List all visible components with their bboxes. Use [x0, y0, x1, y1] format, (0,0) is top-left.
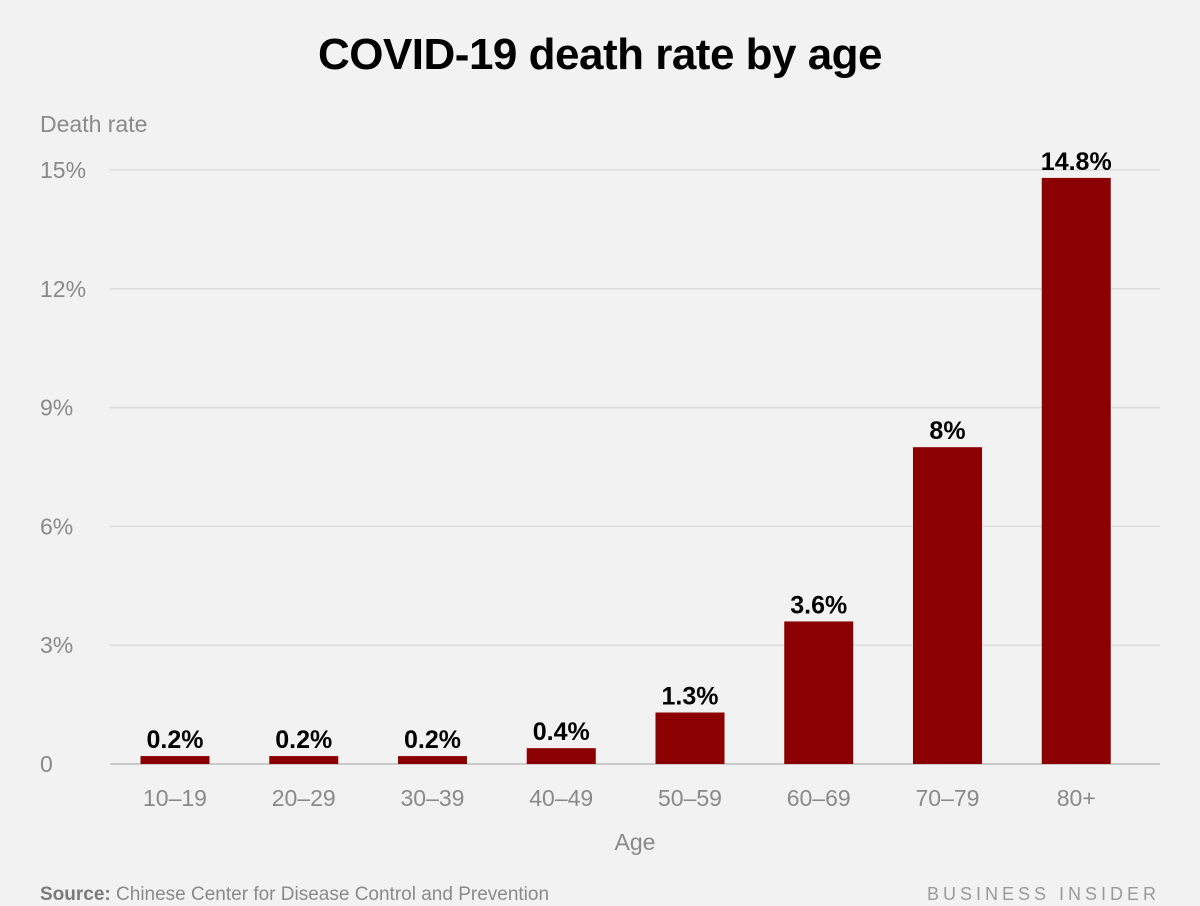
y-axis-label: Death rate [40, 111, 147, 137]
data-label: 1.3% [662, 683, 719, 711]
bar [526, 748, 596, 764]
data-label: 0.4% [533, 718, 590, 746]
bar [913, 447, 982, 764]
bar [1041, 177, 1111, 765]
bars [140, 177, 1111, 765]
bar [269, 756, 339, 764]
data-label: 14.8% [1041, 148, 1112, 176]
footer-source: Source: Chinese Center for Disease Contr… [40, 884, 549, 906]
y-tick-label: 6% [40, 513, 73, 539]
x-tick-label: 70–79 [916, 785, 980, 811]
y-axis-ticks: 0 3% 6% 9% 12% 15% [40, 157, 86, 777]
source-label: Source: [40, 884, 111, 905]
x-axis-label: Age [615, 829, 656, 855]
x-tick-label: 80+ [1057, 785, 1096, 811]
y-tick-label: 12% [40, 276, 86, 302]
x-tick-label: 20–29 [272, 785, 336, 811]
y-tick-label: 3% [40, 632, 73, 658]
data-label: 0.2% [147, 726, 204, 754]
source-text: Chinese Center for Disease Control and P… [116, 884, 550, 905]
chart-title: COVID-19 death rate by age [317, 30, 883, 79]
data-labels: 0.2% 0.2% 0.2% 0.4% 1.3% 3.6% 8% 14.8% [147, 148, 1112, 754]
x-tick-label: 60–69 [787, 785, 851, 811]
y-tick-label: 15% [40, 157, 86, 183]
x-tick-label: 50–59 [658, 785, 722, 811]
data-label: 0.2% [404, 726, 461, 754]
x-tick-label: 10–19 [143, 785, 207, 811]
data-label: 3.6% [790, 591, 847, 619]
bar [398, 756, 467, 764]
data-label: 0.2% [275, 726, 332, 754]
gridlines [110, 169, 1160, 765]
data-label: 8% [929, 417, 965, 445]
y-tick-label: 0 [40, 751, 53, 777]
bar [655, 712, 725, 764]
y-tick-label: 9% [40, 395, 73, 421]
x-tick-label: 40–49 [529, 785, 593, 811]
brand-logo-text: BUSINESS INSIDER [926, 884, 1160, 904]
x-axis-ticks: 10–19 20–29 30–39 40–49 50–59 60–69 70–79 80+ [143, 785, 1096, 811]
bar [140, 756, 210, 764]
x-tick-label: 30–39 [401, 785, 465, 811]
bar [784, 621, 854, 764]
